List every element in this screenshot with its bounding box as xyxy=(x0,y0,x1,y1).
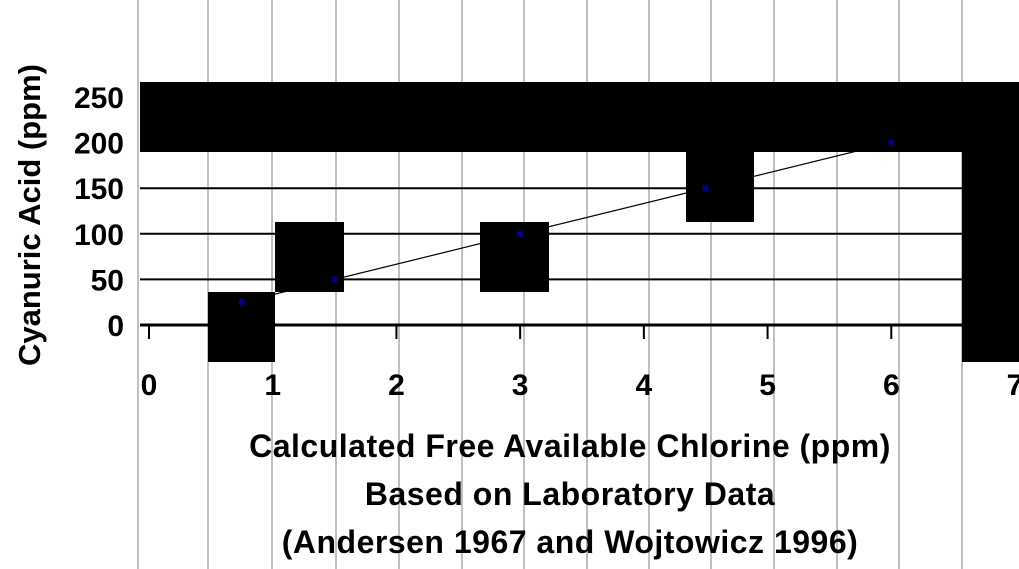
y-axis-label: Cyanuric Acid (ppm) xyxy=(12,64,47,366)
y-tick-label-100: 100 xyxy=(74,219,124,252)
x-tick-label-0: 0 xyxy=(141,369,158,402)
data-point-1 xyxy=(331,276,338,283)
y-tick-label-50: 50 xyxy=(91,264,124,297)
x-tick-label-6: 6 xyxy=(883,369,900,402)
x-tick-label-4: 4 xyxy=(636,369,653,402)
x-tick-label-5: 5 xyxy=(759,369,776,402)
x-tick-label-2: 2 xyxy=(388,369,405,402)
y-tick-label-200: 200 xyxy=(74,128,124,161)
artifact-blocks xyxy=(140,82,1019,362)
y-tick-label-0: 0 xyxy=(107,310,124,343)
x-axis-label-line-1: Calculated Free Available Chlorine (ppm) xyxy=(249,428,891,464)
x-tick-label-3: 3 xyxy=(512,369,529,402)
artifact-block-0 xyxy=(140,82,1019,152)
y-tick-label-250: 250 xyxy=(74,82,124,115)
y-tick-label-150: 150 xyxy=(74,173,124,206)
artifact-block-1 xyxy=(962,82,1019,362)
x-tick-label-1: 1 xyxy=(264,369,281,402)
artifact-block-3 xyxy=(480,222,549,292)
data-point-3 xyxy=(702,185,709,192)
data-point-2 xyxy=(517,230,524,237)
data-point-4 xyxy=(888,139,895,146)
x-tick-label-7: 7 xyxy=(1007,369,1019,402)
data-point-0 xyxy=(238,299,245,306)
x-axis-label-line-3: (Andersen 1967 and Wojtowicz 1996) xyxy=(281,524,859,560)
data-points xyxy=(238,139,895,306)
artifact-block-2 xyxy=(686,152,754,222)
x-axis-label-line-2: Based on Laboratory Data xyxy=(364,476,776,512)
x-tick-marks xyxy=(148,325,893,339)
x-tick-labels: 0 1 2 3 4 5 6 7 xyxy=(141,369,1019,402)
y-tick-labels: 0 50 100 150 200 250 xyxy=(74,82,124,343)
trendline xyxy=(241,142,892,303)
